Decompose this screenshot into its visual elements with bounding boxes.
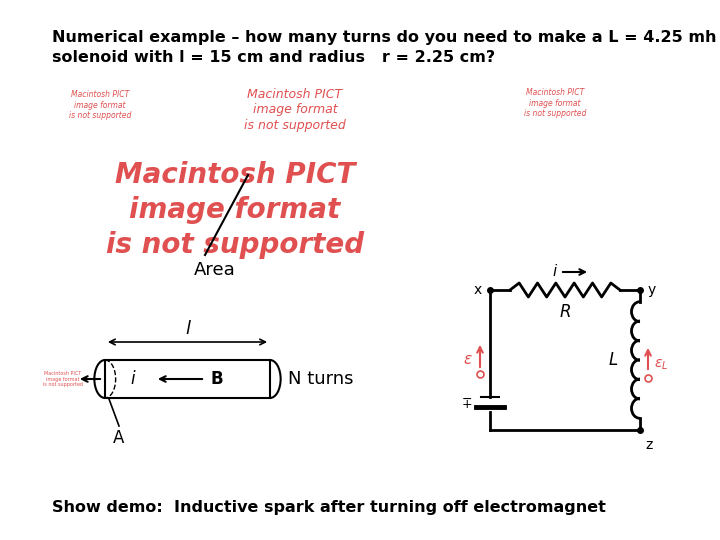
- Text: Area: Area: [194, 261, 236, 279]
- Text: solenoid with l = 15 cm and radius   r = 2.25 cm?: solenoid with l = 15 cm and radius r = 2…: [52, 50, 495, 65]
- Text: i: i: [553, 264, 557, 279]
- Text: x: x: [474, 283, 482, 297]
- Text: L: L: [608, 351, 618, 369]
- Text: R: R: [559, 303, 571, 321]
- Text: N turns: N turns: [288, 370, 354, 388]
- Text: $\varepsilon_L$: $\varepsilon_L$: [654, 358, 668, 372]
- Text: l: l: [185, 320, 190, 338]
- Text: Macintosh PICT
image format
is not supported: Macintosh PICT image format is not suppo…: [106, 161, 364, 259]
- Bar: [105, 360, 270, 398]
- Text: +: +: [462, 399, 472, 411]
- Text: Macintosh PICT
image format
is not supported: Macintosh PICT image format is not suppo…: [69, 90, 131, 120]
- Text: −: −: [462, 393, 472, 406]
- Text: A: A: [113, 429, 125, 447]
- Text: z: z: [645, 438, 652, 452]
- Text: Numerical example – how many turns do you need to make a L = 4.25 mh: Numerical example – how many turns do yo…: [52, 30, 716, 45]
- Text: Macintosh PICT
image format
is not supported: Macintosh PICT image format is not suppo…: [244, 89, 346, 132]
- Text: Show demo:  Inductive spark after turning off electromagnet: Show demo: Inductive spark after turning…: [52, 500, 606, 515]
- Text: Macintosh PICT
image format
is not supported: Macintosh PICT image format is not suppo…: [524, 88, 586, 118]
- Text: $\varepsilon$: $\varepsilon$: [463, 353, 473, 368]
- Text: i: i: [131, 370, 135, 388]
- Text: y: y: [648, 283, 656, 297]
- Text: Macintosh PICT
image format
is not supported: Macintosh PICT image format is not suppo…: [43, 370, 83, 387]
- Text: B: B: [210, 370, 222, 388]
